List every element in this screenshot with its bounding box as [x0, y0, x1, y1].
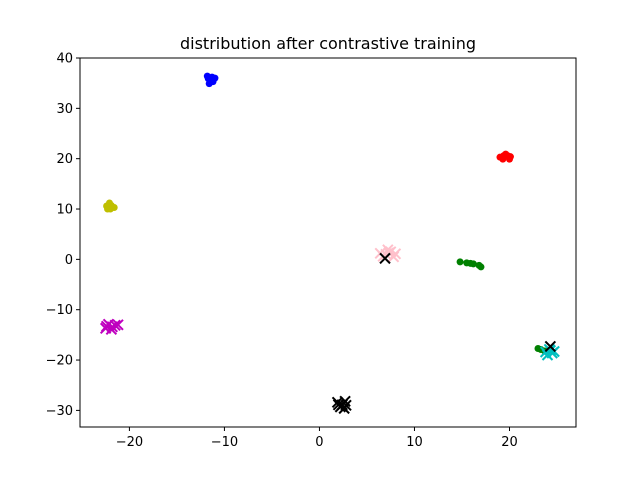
x-tick-label: 20: [501, 435, 518, 450]
y-tick-label: −30: [46, 404, 73, 419]
data-point: [534, 344, 542, 352]
y-tick-label: −10: [46, 303, 73, 318]
x-tick-label: −20: [116, 435, 143, 450]
data-point: [105, 323, 118, 336]
data-point: [544, 340, 557, 353]
data-point: [340, 399, 352, 412]
y-tick-label: 0: [65, 253, 73, 268]
x-tick-label: −10: [211, 435, 238, 450]
data-point: [467, 259, 475, 267]
data-point: [379, 252, 391, 265]
chart-title: distribution after contrastive training: [180, 34, 476, 53]
data-points: [99, 72, 560, 415]
data-point: [204, 75, 212, 83]
data-point: [544, 344, 557, 357]
data-point: [383, 247, 395, 259]
x-tick-label: 0: [315, 435, 323, 450]
data-point: [211, 74, 219, 82]
y-tick-label: −20: [46, 354, 73, 369]
data-point: [477, 263, 485, 271]
data-point: [456, 258, 464, 266]
y-tick-label: 10: [56, 203, 73, 218]
data-point: [500, 152, 508, 160]
axis-ticks: −20 −10 0 10 20 −30 −20 −10 0 10 20 30 40: [46, 52, 518, 451]
data-point: [112, 319, 124, 331]
data-point: [107, 201, 115, 209]
x-tick-label: 10: [406, 435, 423, 450]
y-tick-label: 30: [56, 102, 73, 117]
y-tick-label: 20: [56, 152, 73, 167]
y-tick-label: 40: [56, 52, 73, 67]
plot-frame: [79, 57, 577, 428]
